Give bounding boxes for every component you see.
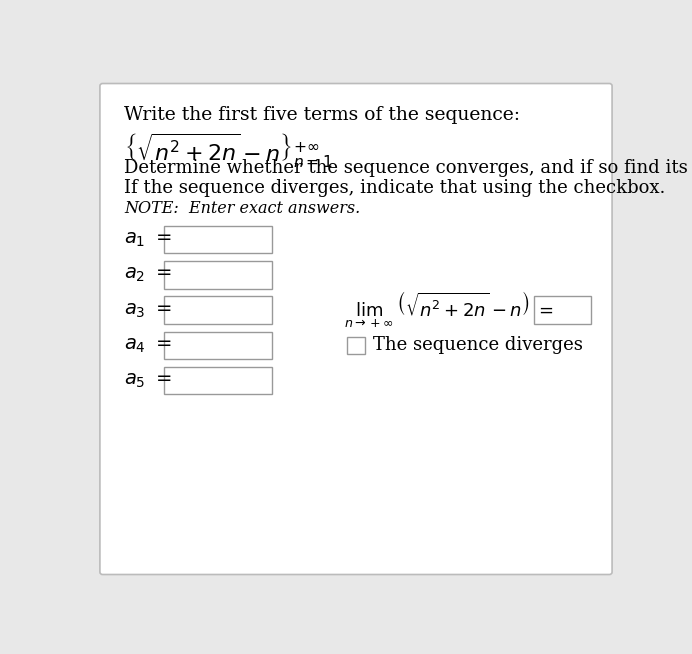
- Text: $a_2$ $=$: $a_2$ $=$: [124, 266, 172, 284]
- FancyBboxPatch shape: [164, 261, 271, 288]
- FancyBboxPatch shape: [534, 296, 591, 324]
- FancyBboxPatch shape: [164, 332, 271, 359]
- FancyBboxPatch shape: [164, 296, 271, 324]
- Text: $\left\{\sqrt{n^2 + 2n} - n\right\}_{n=1}^{+\infty}$: $\left\{\sqrt{n^2 + 2n} - n\right\}_{n=1…: [124, 131, 332, 169]
- Text: Write the first five terms of the sequence:: Write the first five terms of the sequen…: [124, 106, 520, 124]
- FancyBboxPatch shape: [347, 337, 365, 354]
- Text: Determine whether the sequence converges, and if so find its limit.: Determine whether the sequence converges…: [124, 159, 692, 177]
- Text: $a_4$ $=$: $a_4$ $=$: [124, 336, 172, 355]
- Text: If the sequence diverges, indicate that using the checkbox.: If the sequence diverges, indicate that …: [124, 179, 666, 198]
- FancyBboxPatch shape: [164, 367, 271, 394]
- FancyBboxPatch shape: [164, 226, 271, 254]
- Text: The sequence diverges: The sequence diverges: [374, 336, 583, 354]
- Text: $a_1$ $=$: $a_1$ $=$: [124, 230, 172, 249]
- Text: $\underset{n\rightarrow+\infty}{\lim}\,\left(\sqrt{n^2+2n}-n\right)\;=$: $\underset{n\rightarrow+\infty}{\lim}\,\…: [344, 290, 554, 330]
- FancyBboxPatch shape: [100, 84, 612, 574]
- Text: NOTE:  Enter exact answers.: NOTE: Enter exact answers.: [124, 200, 361, 217]
- Text: $a_5$ $=$: $a_5$ $=$: [124, 371, 172, 390]
- Text: $a_3$ $=$: $a_3$ $=$: [124, 301, 172, 320]
